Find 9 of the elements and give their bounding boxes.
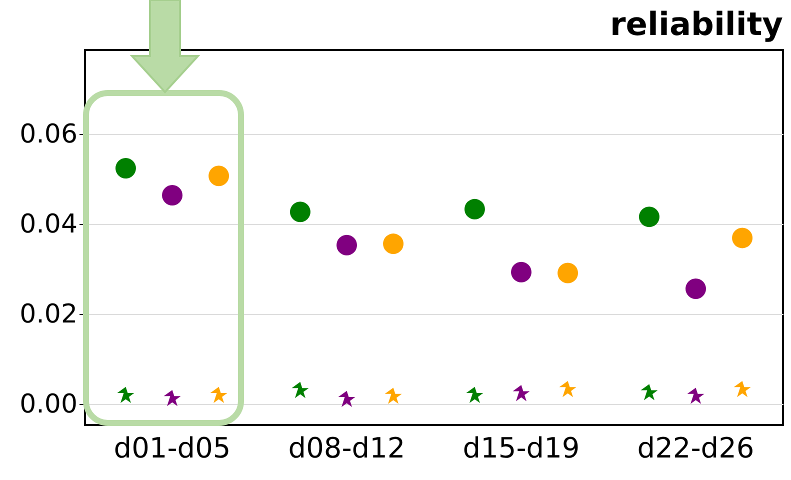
y-tick-label: 0.02 — [20, 299, 78, 330]
x-tick-label: d22-d26 — [637, 432, 754, 464]
x-tick-label: d01-d05 — [114, 432, 231, 464]
x-tick-label: d08-d12 — [288, 432, 406, 464]
y-tick-label: 0.06 — [20, 120, 78, 150]
x-tick-label: d15-d19 — [462, 432, 580, 464]
y-tick-label: 0.04 — [20, 210, 78, 240]
y-tick-label: 0.00 — [20, 389, 78, 420]
chart-title: reliability — [610, 5, 784, 43]
